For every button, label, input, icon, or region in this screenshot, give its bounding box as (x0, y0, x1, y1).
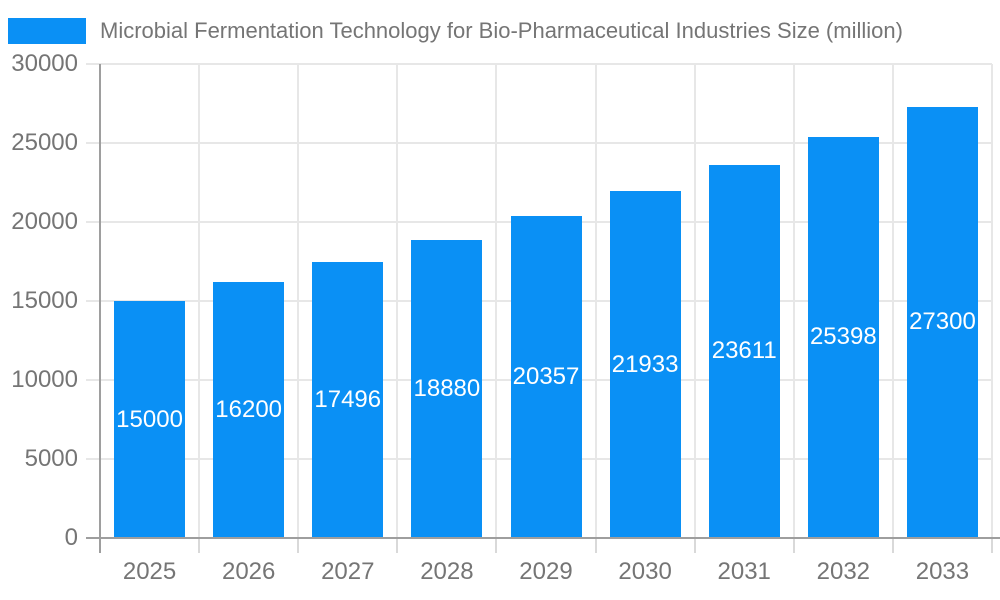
y-axis-tick-label: 5000 (24, 445, 78, 472)
bar-2032[interactable]: 25398 (807, 136, 879, 538)
legend[interactable]: Microbial Fermentation Technology for Bi… (8, 17, 903, 45)
bar-2025[interactable]: 15000 (114, 301, 186, 538)
x-axis-tick-label: 2030 (618, 558, 672, 585)
x-axis-tick (792, 538, 795, 553)
x-gridline (594, 64, 597, 538)
y-axis-tick-label: 25000 (11, 129, 78, 156)
bar-2030[interactable]: 21933 (609, 191, 681, 538)
x-gridline (792, 64, 795, 538)
x-axis-tick-label: 2029 (519, 558, 573, 585)
chart-title: Microbial Fermentation Technology for Bi… (100, 18, 903, 43)
y-axis-line (99, 64, 101, 553)
bar-2029[interactable]: 20357 (510, 216, 582, 538)
y-axis-tick-label: 0 (64, 524, 78, 551)
x-axis-line (86, 537, 1000, 539)
bar-value-label: 18880 (413, 374, 481, 402)
x-axis-tick-label: 2033 (915, 558, 970, 585)
bar-2027[interactable]: 17496 (312, 261, 384, 538)
x-gridline (991, 64, 993, 538)
x-gridline (495, 64, 498, 538)
y-axis-tick-label: 30000 (11, 50, 78, 77)
x-axis-tick-label: 2031 (717, 558, 771, 585)
x-gridline (693, 64, 696, 538)
x-gridline (396, 64, 399, 538)
x-axis-tick (297, 538, 300, 553)
y-gridline (86, 142, 992, 144)
bar-value-label: 23611 (711, 337, 777, 365)
x-axis-tick-label: 2026 (221, 558, 276, 585)
y-axis-tick-label: 15000 (11, 287, 78, 314)
x-axis-tick-label: 2027 (321, 558, 375, 585)
x-axis-tick (396, 538, 399, 553)
x-axis-tick-label: 2028 (420, 558, 474, 585)
y-axis-tick-label: 20000 (11, 208, 78, 235)
legend-swatch (8, 18, 86, 44)
bar-value-label: 25398 (809, 323, 877, 351)
bar-2028[interactable]: 18880 (411, 239, 483, 538)
x-axis-tick-label: 2032 (816, 558, 871, 585)
bar-value-label: 21933 (611, 350, 679, 378)
bar-value-label: 17496 (314, 385, 382, 413)
bar-value-label: 20357 (512, 363, 580, 391)
x-axis-tick (594, 538, 597, 553)
x-axis-tick (891, 538, 894, 553)
bar-value-label: 16200 (215, 396, 283, 423)
y-gridline (86, 63, 992, 65)
x-axis-tick (693, 538, 696, 553)
bar-value-label: 15000 (116, 405, 183, 433)
bar-2026[interactable]: 16200 (213, 282, 285, 538)
bar-2033[interactable]: 27300 (906, 106, 978, 538)
x-gridline (891, 64, 894, 538)
y-axis-tick-label: 10000 (11, 366, 78, 393)
x-gridline (297, 64, 300, 538)
x-axis-tick (991, 538, 993, 553)
x-gridline (198, 64, 201, 538)
bar-value-label: 27300 (909, 308, 976, 336)
x-axis-tick (198, 538, 201, 553)
x-axis-tick (495, 538, 498, 553)
bar-2031[interactable]: 23611 (708, 164, 780, 538)
x-axis-tick-label: 2025 (122, 558, 177, 585)
